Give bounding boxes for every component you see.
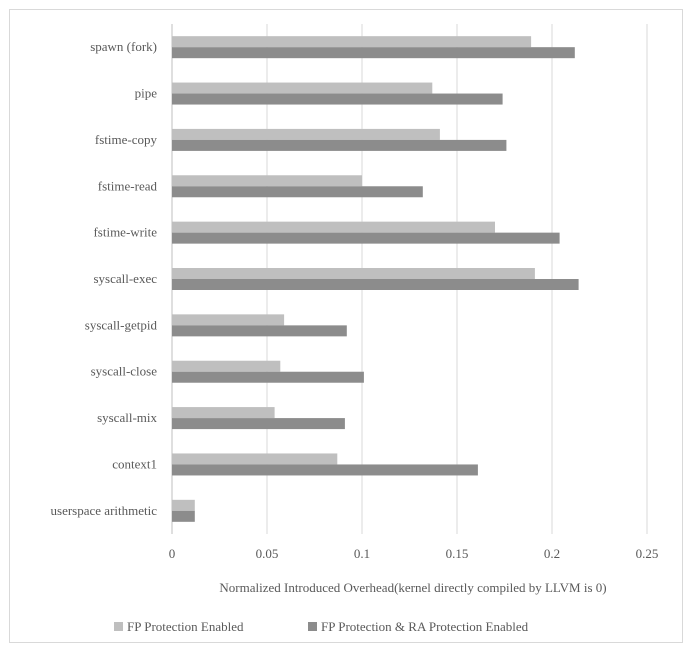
legend-swatch — [114, 622, 123, 631]
category-label: fstime-copy — [95, 132, 158, 147]
category-label: spawn (fork) — [90, 39, 157, 54]
gridlines — [171, 24, 648, 534]
legend: FP Protection Enabled FP Protection & RA … — [114, 619, 529, 634]
category-label: syscall-getpid — [85, 317, 158, 332]
x-tick-label: 0.2 — [544, 546, 560, 561]
bar-fp-ra — [172, 139, 507, 151]
bar-fp-ra — [172, 47, 575, 59]
bar-fp-ra — [172, 279, 579, 290]
category-label: fstime-write — [93, 225, 157, 240]
bar-fp — [172, 360, 281, 372]
bar-fp — [172, 36, 532, 48]
bar-fp — [172, 268, 535, 279]
bar-fp-ra — [172, 510, 195, 522]
category-labels: spawn (fork) pipe fstime-copy fstime-read fs… — [51, 39, 158, 518]
category-label: syscall-exec — [93, 271, 157, 286]
x-tick-label: 0 — [169, 546, 176, 561]
bar-fp — [172, 175, 362, 187]
bar-fp-ra — [172, 371, 364, 383]
category-label: userspace arithmetic — [51, 503, 158, 518]
category-label: context1 — [112, 456, 157, 471]
chart-frame — [9, 9, 683, 643]
legend-label: FP Protection & RA Protection Enabled — [321, 619, 529, 634]
bar-fp — [172, 128, 440, 140]
legend-swatch — [308, 622, 317, 631]
category-label: fstime-read — [98, 178, 158, 193]
x-axis-title: Normalized Introduced Overhead(kernel di… — [219, 580, 606, 595]
bars — [172, 36, 579, 522]
bar-fp — [172, 407, 275, 419]
x-tick-labels: 0 0.05 0.1 0.15 0.2 0.25 — [169, 546, 659, 561]
x-tick-label: 0.25 — [636, 546, 659, 561]
bar-fp — [172, 221, 495, 233]
x-tick-label: 0.15 — [446, 546, 469, 561]
bar-fp — [172, 82, 433, 94]
bar-fp — [172, 499, 195, 511]
bar-fp-ra — [172, 93, 503, 105]
bar-fp — [172, 314, 285, 326]
bar-fp-ra — [172, 186, 423, 198]
legend-label: FP Protection Enabled — [127, 619, 244, 634]
bar-fp-ra — [172, 325, 347, 337]
x-tick-label: 0.05 — [256, 546, 279, 561]
category-label: syscall-mix — [97, 410, 157, 425]
bar-fp — [172, 453, 338, 465]
bar-fp-ra — [172, 232, 560, 244]
category-label: pipe — [135, 86, 158, 101]
bar-fp-ra — [172, 418, 345, 430]
category-label: syscall-close — [91, 364, 158, 379]
x-tick-label: 0.1 — [354, 546, 370, 561]
bar-fp-ra — [172, 464, 478, 476]
